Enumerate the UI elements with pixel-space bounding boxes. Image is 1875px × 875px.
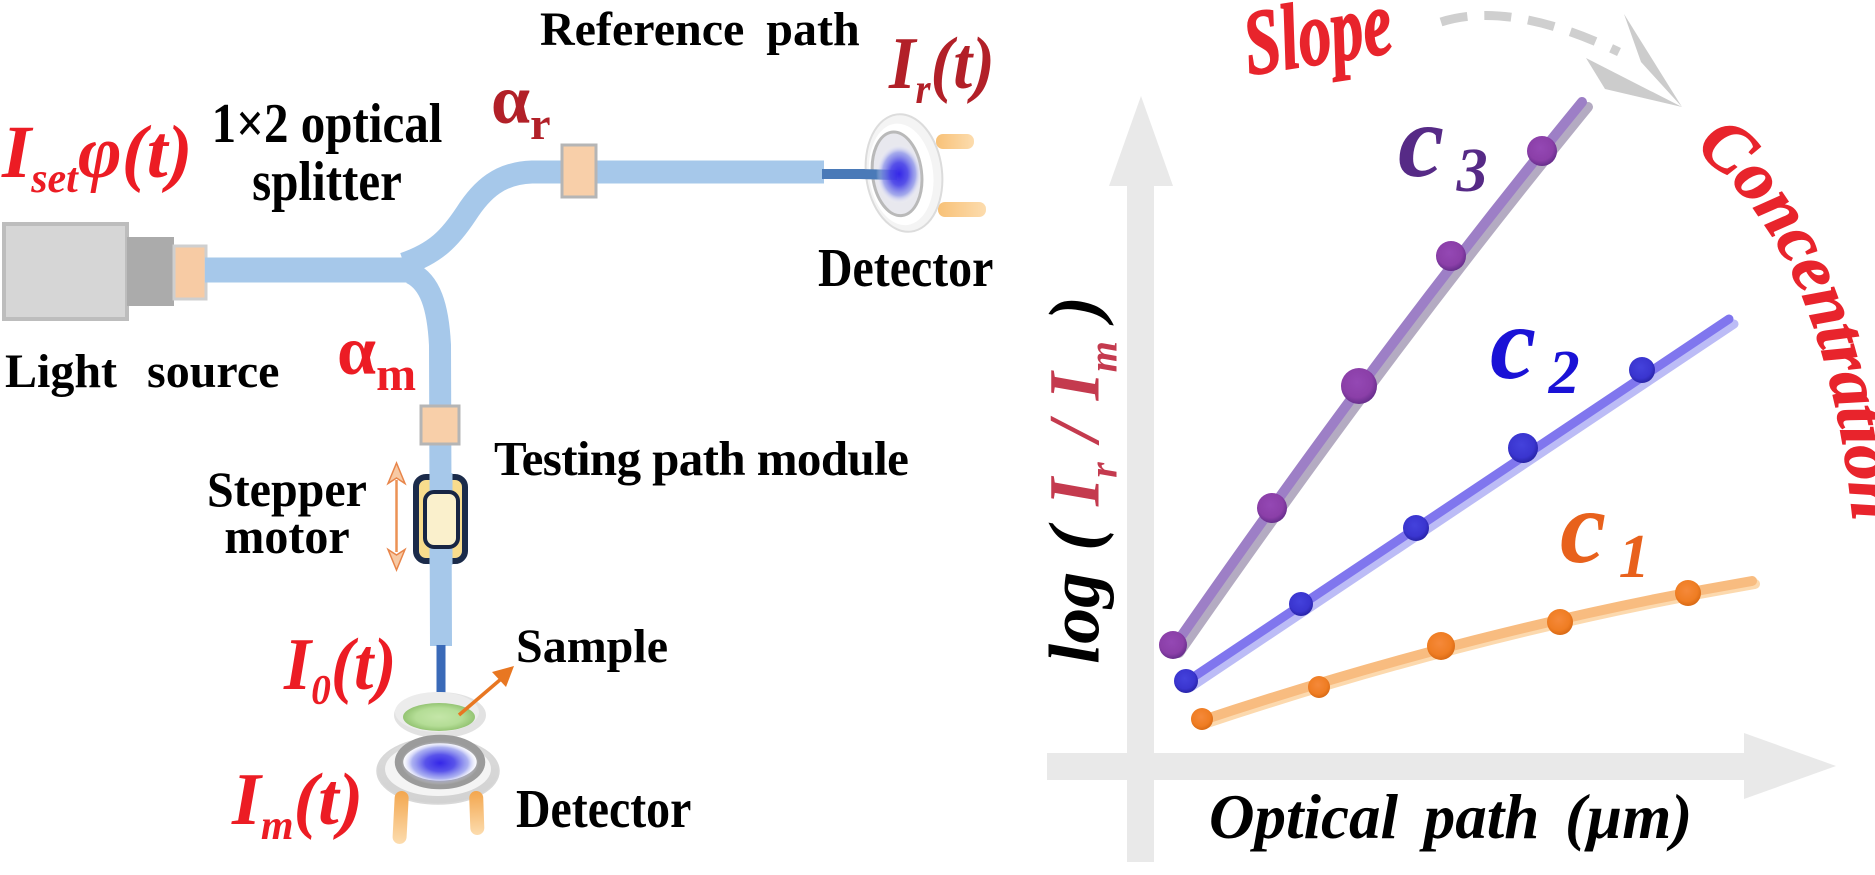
svg-text:Concentration: Concentration [1684, 102, 1875, 523]
svg-text:Slope: Slope [1236, 0, 1399, 96]
